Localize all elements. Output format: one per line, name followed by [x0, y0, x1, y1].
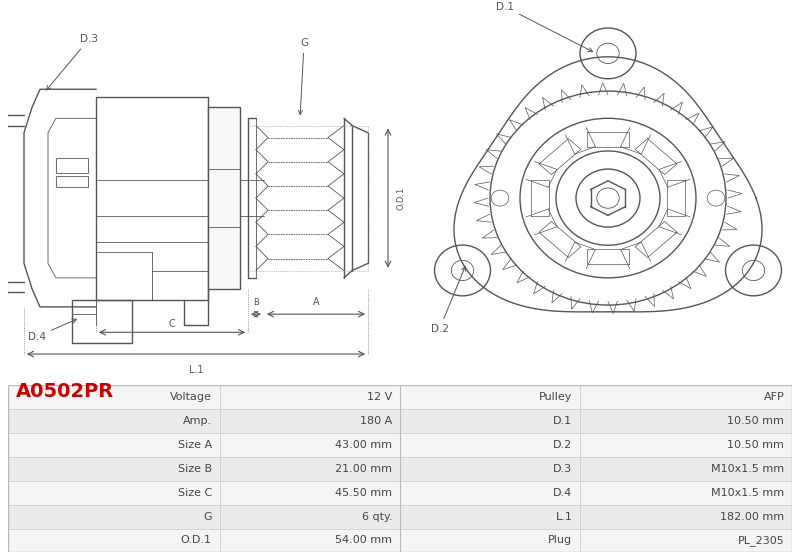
- Bar: [8, 433, 220, 457]
- Bar: [8, 504, 220, 528]
- Bar: [220, 528, 400, 552]
- Text: B: B: [253, 298, 259, 307]
- Bar: [220, 504, 400, 528]
- Text: D.1: D.1: [496, 2, 593, 51]
- Bar: [220, 457, 400, 480]
- Bar: [580, 385, 792, 409]
- Bar: [8, 409, 220, 433]
- Bar: [56, 176, 88, 187]
- Text: 180 A: 180 A: [360, 416, 392, 426]
- Text: 45.50 mm: 45.50 mm: [335, 488, 392, 498]
- Text: D.4: D.4: [28, 319, 77, 341]
- Text: 43.00 mm: 43.00 mm: [335, 440, 392, 450]
- Text: Size C: Size C: [178, 488, 212, 498]
- Text: D.3: D.3: [554, 464, 573, 474]
- Text: D.2: D.2: [430, 267, 466, 334]
- Text: Size A: Size A: [178, 440, 212, 450]
- Text: 21.00 mm: 21.00 mm: [335, 464, 392, 474]
- Bar: [400, 385, 580, 409]
- Text: C: C: [169, 319, 175, 329]
- Text: Amp.: Amp.: [182, 416, 212, 426]
- Bar: [220, 433, 400, 457]
- Text: A: A: [313, 297, 319, 307]
- Bar: [8, 457, 220, 480]
- Bar: [8, 480, 220, 504]
- Text: O.D.1: O.D.1: [181, 536, 212, 546]
- Text: AFP: AFP: [763, 392, 784, 402]
- Text: Pulley: Pulley: [539, 392, 573, 402]
- Text: Size B: Size B: [178, 464, 212, 474]
- Text: G: G: [298, 38, 308, 114]
- Text: D.4: D.4: [554, 488, 573, 498]
- Bar: [8, 528, 220, 552]
- Text: O.D.1: O.D.1: [396, 186, 405, 210]
- Bar: [400, 528, 580, 552]
- Text: 54.00 mm: 54.00 mm: [335, 536, 392, 546]
- Text: D.3: D.3: [46, 34, 98, 90]
- Bar: [220, 385, 400, 409]
- Bar: [96, 97, 208, 300]
- Bar: [400, 409, 580, 433]
- Text: A0502PR: A0502PR: [16, 382, 114, 401]
- Bar: [72, 300, 132, 343]
- Text: M10x1.5 mm: M10x1.5 mm: [711, 464, 784, 474]
- Bar: [208, 107, 240, 289]
- Bar: [580, 528, 792, 552]
- Text: D.1: D.1: [554, 416, 573, 426]
- Text: M10x1.5 mm: M10x1.5 mm: [711, 488, 784, 498]
- Text: PL_2305: PL_2305: [738, 535, 784, 546]
- Text: 182.00 mm: 182.00 mm: [720, 512, 784, 522]
- Bar: [580, 409, 792, 433]
- Bar: [220, 409, 400, 433]
- Text: 6 qty.: 6 qty.: [362, 512, 392, 522]
- Bar: [56, 158, 88, 173]
- Text: D.2: D.2: [554, 440, 573, 450]
- Bar: [580, 504, 792, 528]
- Text: 10.50 mm: 10.50 mm: [727, 440, 784, 450]
- Bar: [8, 385, 220, 409]
- Bar: [400, 504, 580, 528]
- Text: L.1: L.1: [556, 512, 573, 522]
- Text: 10.50 mm: 10.50 mm: [727, 416, 784, 426]
- Bar: [400, 433, 580, 457]
- Text: G: G: [203, 512, 212, 522]
- Text: Voltage: Voltage: [170, 392, 212, 402]
- Bar: [580, 457, 792, 480]
- Bar: [400, 480, 580, 504]
- Text: L.1: L.1: [189, 365, 203, 375]
- Text: 12 V: 12 V: [367, 392, 392, 402]
- Text: Plug: Plug: [548, 536, 573, 546]
- Bar: [580, 480, 792, 504]
- Bar: [220, 480, 400, 504]
- Bar: [580, 433, 792, 457]
- Bar: [400, 457, 580, 480]
